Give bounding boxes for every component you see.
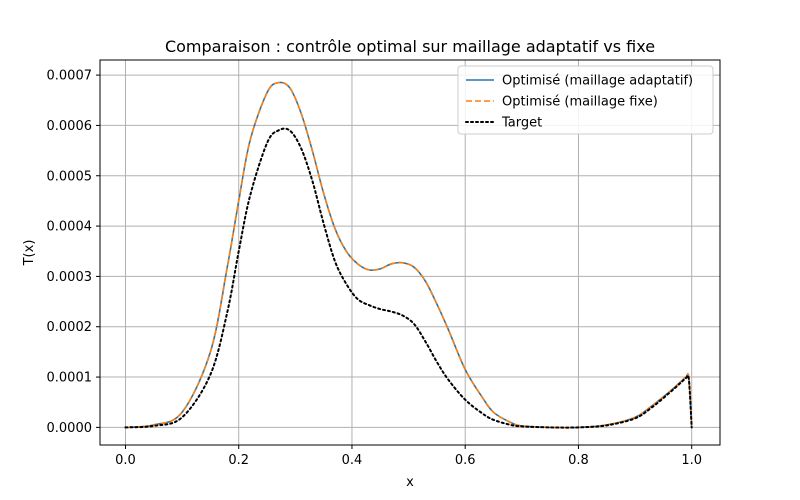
x-tick-label: 0.0	[115, 453, 136, 468]
x-tick-label: 0.6	[455, 453, 476, 468]
y-tick-label: 0.0005	[47, 169, 93, 184]
x-tick-label: 0.2	[228, 453, 249, 468]
series-group	[124, 81, 693, 429]
legend-label: Optimisé (maillage fixe)	[502, 95, 658, 110]
legend-box	[457, 65, 714, 135]
legend: Optimisé (maillage adaptatif) Optimisé (m…	[457, 65, 714, 135]
x-tick-label: 1.0	[681, 453, 702, 468]
y-tick-label: 0.0000	[47, 421, 93, 436]
x-axis-label: x	[406, 475, 414, 490]
chart-title: Comparaison : contrôle optimal sur maill…	[165, 37, 655, 56]
y-tick-label: 0.0007	[47, 69, 93, 84]
legend-label: Target	[501, 116, 542, 131]
grid	[100, 60, 720, 445]
y-tick-label: 0.0006	[47, 119, 93, 134]
legend-label: Optimisé (maillage adaptatif)	[502, 74, 693, 89]
x-tick-label: 0.4	[342, 453, 363, 468]
y-tick-label: 0.0004	[47, 220, 93, 235]
y-tick-label: 0.0003	[47, 270, 93, 285]
y-tick-label: 0.0001	[47, 371, 93, 386]
y-axis-label: T(x)	[22, 240, 37, 267]
ticks: 0.0 0.2 0.4 0.6 0.8 1.0 0.0000 0.0001 0.0002 0.00…	[47, 69, 703, 468]
y-tick-label: 0.0002	[47, 320, 93, 335]
x-tick-label: 0.8	[568, 453, 589, 468]
series-line-3	[124, 127, 693, 429]
axes-frame	[99, 59, 721, 446]
